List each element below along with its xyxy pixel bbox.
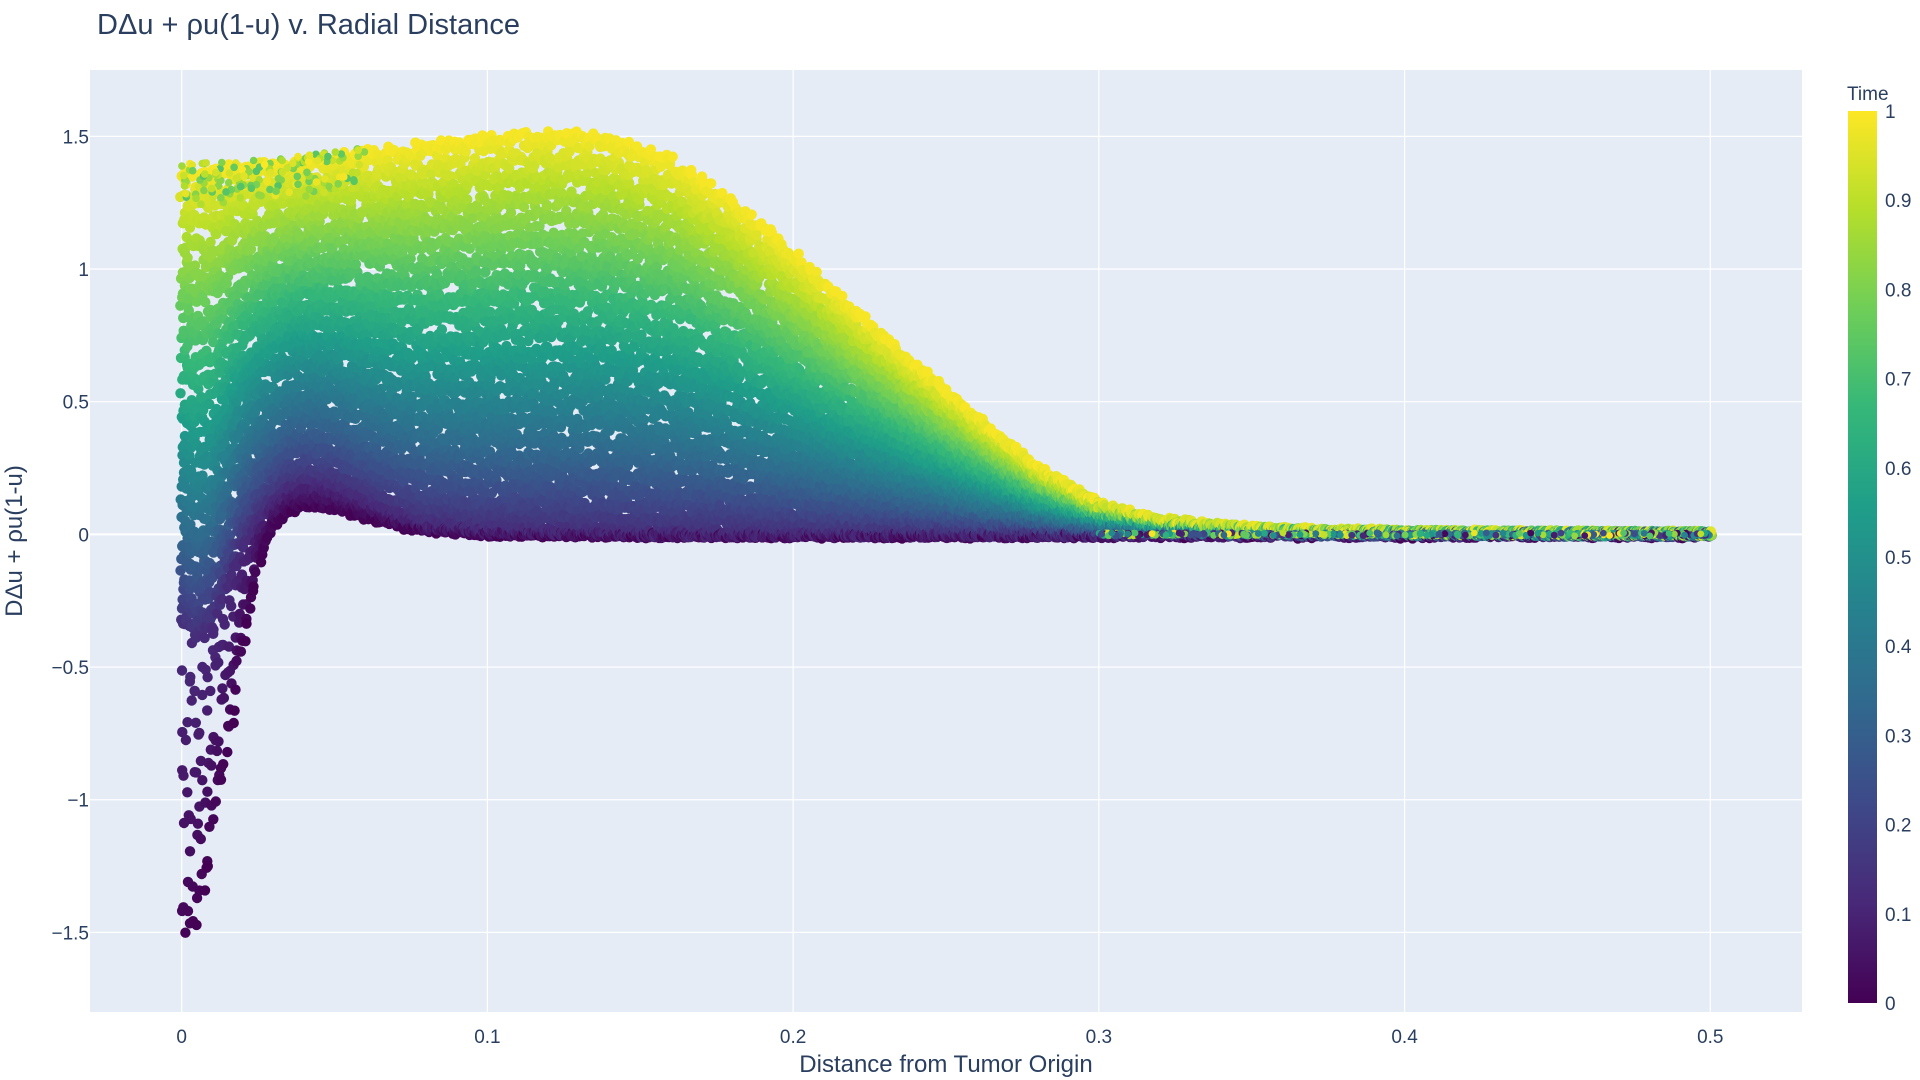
scatter-point bbox=[195, 833, 206, 845]
scatter-point bbox=[231, 655, 242, 667]
scatter-point bbox=[222, 746, 233, 758]
scatter-point bbox=[213, 736, 224, 747]
scatter-point bbox=[217, 683, 228, 694]
scatter-point bbox=[202, 861, 213, 872]
scatter-point bbox=[215, 774, 227, 785]
scatter-point bbox=[350, 259, 362, 270]
scatter-point bbox=[184, 846, 196, 857]
scatter-point bbox=[197, 470, 208, 481]
scatter-point bbox=[223, 641, 235, 652]
scatter-point bbox=[197, 775, 208, 786]
scatter-point bbox=[192, 818, 204, 829]
scatter-point bbox=[213, 657, 224, 668]
scatter-point bbox=[189, 685, 200, 697]
scatter-point bbox=[436, 324, 448, 335]
scatter-point bbox=[184, 450, 195, 461]
scatter-point bbox=[208, 336, 219, 348]
scatter-point bbox=[208, 624, 219, 635]
scatter-point bbox=[250, 566, 261, 578]
scatter-point bbox=[216, 594, 227, 605]
scatter-points bbox=[175, 126, 1717, 938]
scatter-point bbox=[190, 717, 201, 728]
scatter-point bbox=[248, 581, 259, 592]
scatter-point bbox=[211, 228, 222, 240]
scatter-point bbox=[182, 905, 194, 917]
scatter-point bbox=[175, 388, 186, 399]
scatter-point bbox=[180, 734, 192, 746]
scatter-point bbox=[179, 430, 191, 442]
scatter-point bbox=[234, 646, 245, 657]
scatter-point bbox=[219, 619, 230, 630]
scatter-point bbox=[185, 671, 196, 683]
scatter-point bbox=[178, 770, 189, 781]
scatter-point bbox=[202, 786, 213, 797]
scatter-point bbox=[228, 717, 239, 729]
scatter-point bbox=[211, 745, 223, 757]
scatter-point bbox=[470, 265, 481, 276]
scatter-point bbox=[202, 672, 213, 683]
scatter-point bbox=[206, 760, 217, 771]
scatter-point bbox=[202, 705, 213, 716]
scatter-point bbox=[186, 695, 197, 706]
scatter-point bbox=[226, 600, 237, 612]
scatter-point bbox=[176, 665, 188, 676]
scatter-point bbox=[229, 705, 240, 716]
scatter-point bbox=[479, 267, 491, 278]
scatter-point bbox=[197, 689, 208, 701]
scatter-point bbox=[183, 305, 195, 316]
scatter-point bbox=[241, 618, 252, 629]
scatter-point bbox=[208, 814, 219, 825]
scatter-point bbox=[205, 685, 216, 697]
chart-title: DΔu + ρu(1-u) v. Radial Distance bbox=[97, 9, 520, 41]
scatter-point bbox=[230, 684, 241, 695]
scatter-point bbox=[199, 632, 210, 644]
scatter-point bbox=[191, 919, 202, 931]
scatter-point bbox=[199, 885, 211, 896]
scatter-point bbox=[210, 796, 221, 807]
scatter-point bbox=[245, 603, 256, 614]
scatter-point bbox=[182, 717, 193, 728]
scatter-point bbox=[177, 726, 188, 738]
scatter-point bbox=[182, 252, 193, 263]
scatter-point bbox=[218, 692, 230, 704]
scatter-point bbox=[204, 398, 215, 410]
scatter-point bbox=[193, 383, 204, 395]
scatter-point bbox=[240, 636, 251, 647]
scatter-point bbox=[194, 727, 205, 739]
scatter-point bbox=[190, 767, 202, 778]
scatter-point bbox=[205, 236, 216, 248]
scatter-point bbox=[200, 297, 211, 308]
scatter-point bbox=[218, 759, 229, 770]
scatter-point bbox=[180, 927, 191, 938]
scatter-point bbox=[182, 787, 193, 798]
